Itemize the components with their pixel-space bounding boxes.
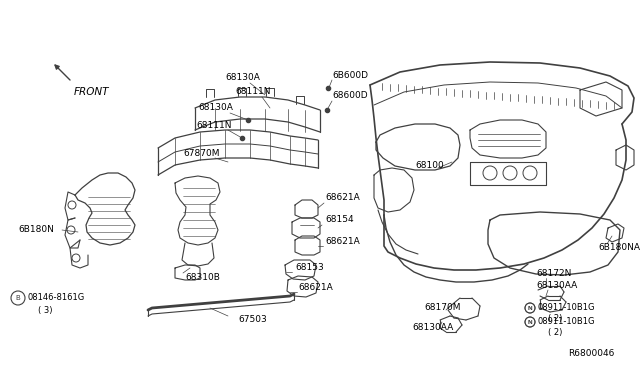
Text: 68621A: 68621A xyxy=(298,283,333,292)
Text: N: N xyxy=(527,320,532,324)
Text: ( 2): ( 2) xyxy=(548,314,563,323)
Text: 68172N: 68172N xyxy=(536,269,572,279)
Text: 68130A: 68130A xyxy=(225,74,260,83)
Text: 68130AA: 68130AA xyxy=(536,282,577,291)
Text: 68170M: 68170M xyxy=(424,304,461,312)
Text: 08911-10B1G: 08911-10B1G xyxy=(538,304,595,312)
Text: 6B180N: 6B180N xyxy=(18,225,54,234)
Text: ( 2): ( 2) xyxy=(548,327,563,337)
Text: 68154: 68154 xyxy=(325,215,354,224)
Text: 6B180NA: 6B180NA xyxy=(598,244,640,253)
Text: 68130A: 68130A xyxy=(198,103,233,112)
Text: N: N xyxy=(527,320,532,324)
Text: 68621A: 68621A xyxy=(325,237,360,247)
Text: 68100: 68100 xyxy=(415,160,444,170)
Text: 68621A: 68621A xyxy=(325,193,360,202)
Text: 67503: 67503 xyxy=(238,315,267,324)
Text: 08911-10B1G: 08911-10B1G xyxy=(538,317,595,327)
Text: 68111N: 68111N xyxy=(235,87,271,96)
Text: 6B600D: 6B600D xyxy=(332,71,368,80)
Text: N: N xyxy=(527,305,532,311)
Text: B: B xyxy=(15,295,20,301)
Text: N: N xyxy=(527,305,532,311)
Text: ( 3): ( 3) xyxy=(38,305,52,314)
Text: 68130AA: 68130AA xyxy=(412,324,453,333)
Text: FRONT: FRONT xyxy=(74,87,109,97)
Text: 67870M: 67870M xyxy=(183,150,220,158)
Text: R6800046: R6800046 xyxy=(568,350,614,359)
Text: 68310B: 68310B xyxy=(185,273,220,282)
Text: 68600D: 68600D xyxy=(332,92,367,100)
Text: 08146-8161G: 08146-8161G xyxy=(28,294,85,302)
Text: 68111N: 68111N xyxy=(196,121,232,129)
Text: 68153: 68153 xyxy=(295,263,324,273)
